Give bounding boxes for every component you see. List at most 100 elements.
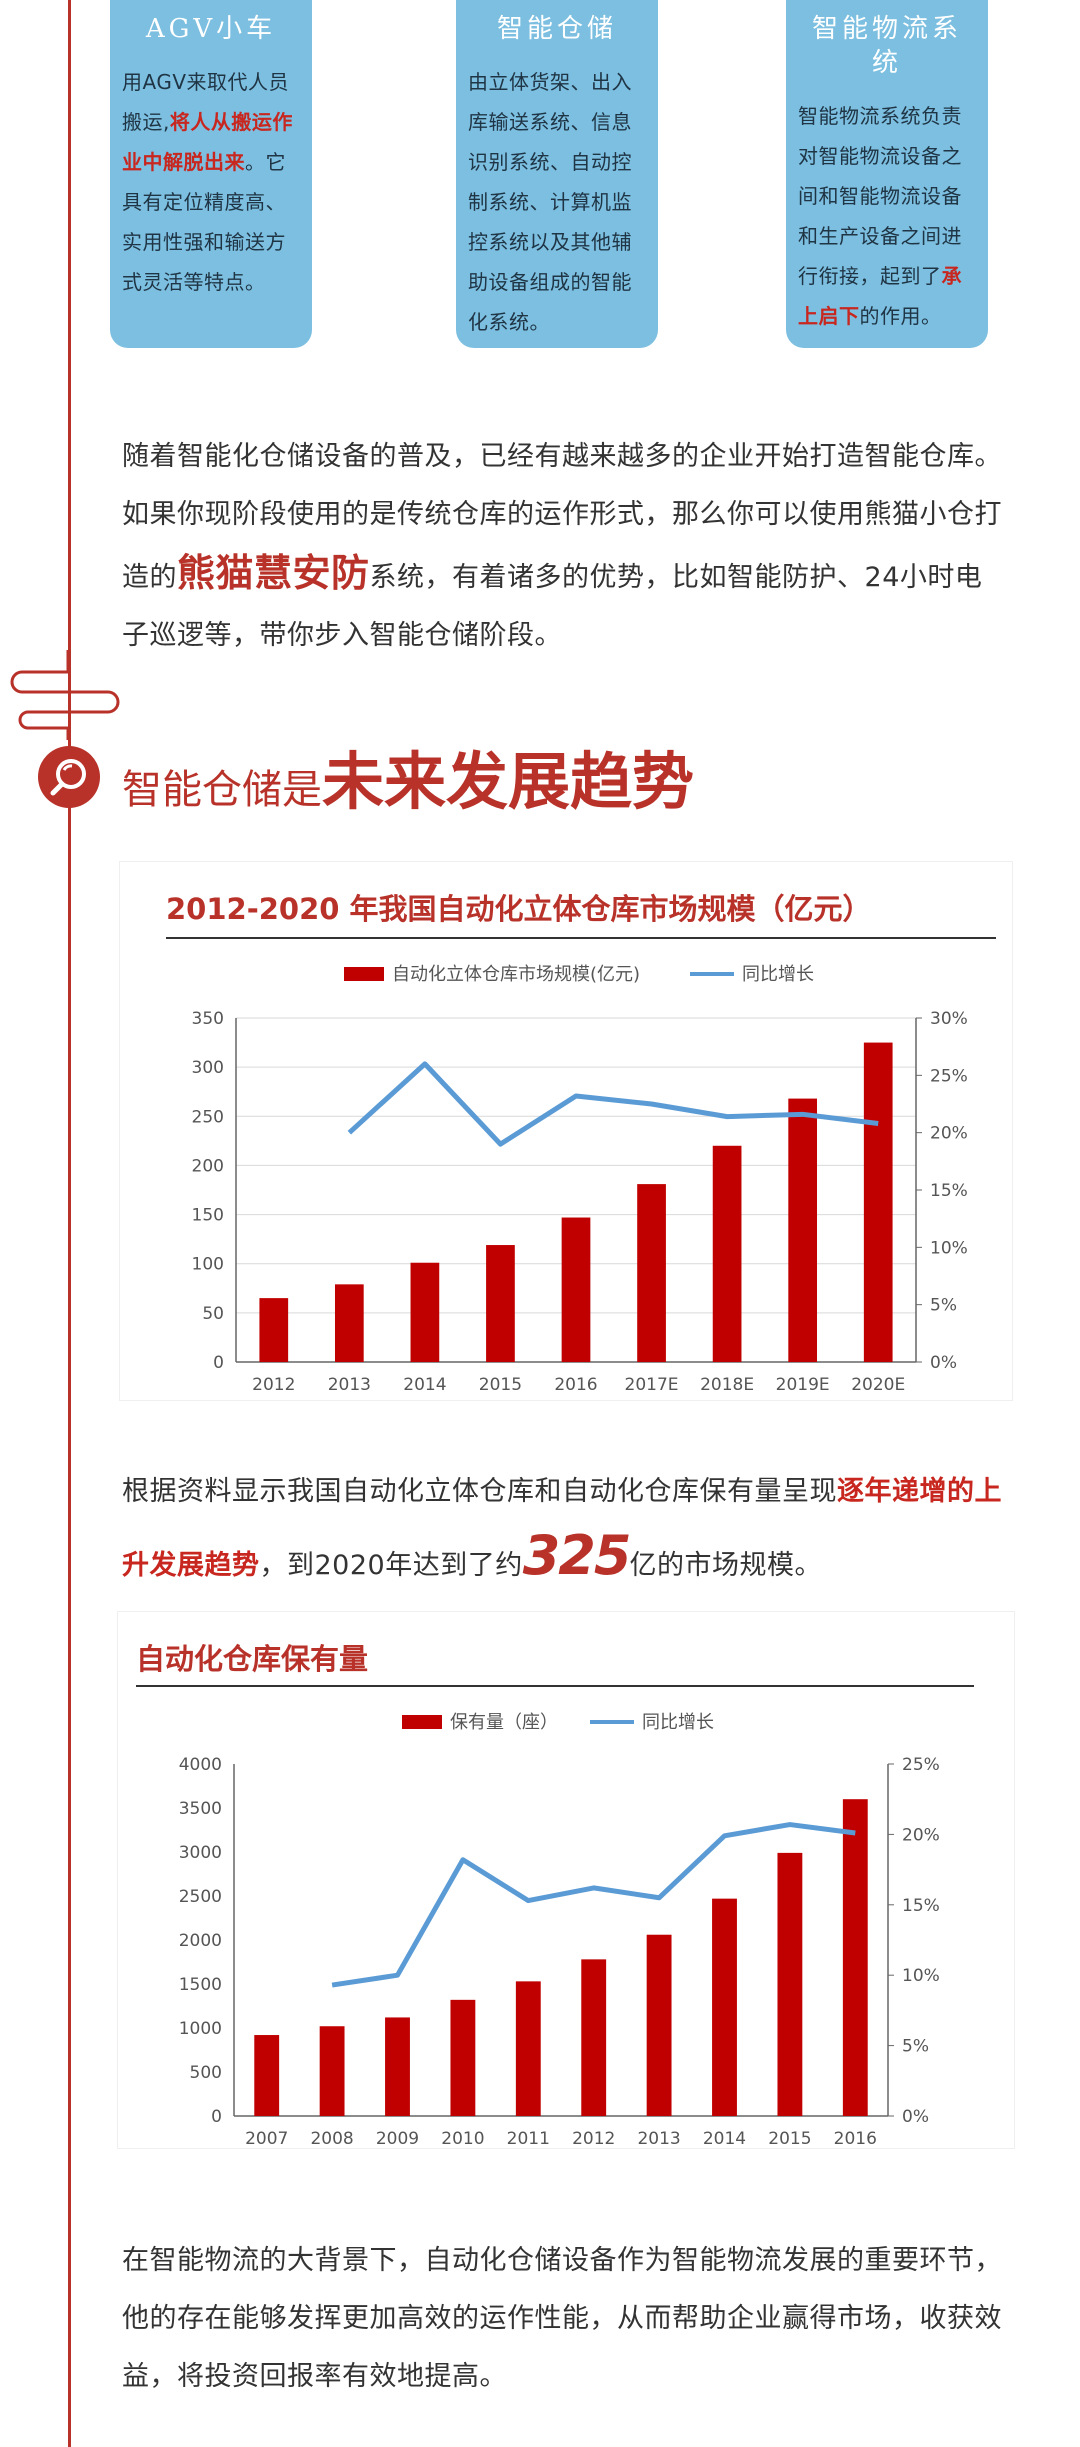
card-text: 化系统。 — [468, 310, 550, 334]
y-tick-label: 0 — [211, 2107, 222, 2127]
legend-bar-swatch — [344, 967, 384, 981]
bar — [254, 2035, 280, 2116]
card-smart-storage: 智能仓储 由立体货架、出入库输送系统、信息识别系统、自动控制系统、计算机监控系统… — [456, 0, 658, 348]
section-heading: 智能仓储是未来发展趋势 — [122, 742, 694, 822]
card-text: 用AGV来取代人员 — [122, 70, 290, 94]
card-text: 控系统以及其他辅 — [468, 230, 632, 254]
card-highlight-text: 作业中解脱出来 — [122, 110, 293, 174]
card-body: 用AGV来取代人员搬运,将人从搬运作业中解脱出来。它具有定位精度高、实用性强和输… — [122, 62, 300, 302]
chart-plot: 保有量（座） 同比增长 0 500 1000 1500 2000 2500 3000 3500 40… — [136, 1685, 974, 2148]
legend-label: 同比增长 — [742, 964, 814, 985]
card-text: 和生产设备之间进 — [798, 224, 962, 248]
y-tick-label: 2000 — [179, 1931, 222, 1951]
bar — [637, 1184, 666, 1362]
chart-market-size: 2012-2020 年我国自动化立体仓库市场规模（亿元） 自动化立体仓库市场规模… — [120, 862, 1012, 1400]
bar — [410, 1262, 440, 1362]
y2-tick-label: 15% — [930, 1181, 968, 1201]
timeline-rule — [68, 0, 71, 2447]
x-tick-label: 2007 — [245, 2129, 288, 2148]
y-tick-label: 200 — [192, 1156, 224, 1176]
card-title: 智能物流系统 — [811, 14, 962, 78]
y2-tick-label: 10% — [930, 1238, 968, 1258]
bar — [777, 1852, 803, 2116]
squiggle-ornament-icon — [10, 650, 120, 740]
card-smart-logistics: 智能物流系统 智能物流系统负责对智能物流设备之间和智能物流设备和生产设备之间进行… — [786, 0, 988, 348]
trend-text-a: 根据资料显示我国自动化立体仓库和自动化仓库保有量呈现 — [122, 1476, 837, 1507]
bar — [515, 1981, 541, 2116]
card-text: 对智能物流设备之 — [798, 144, 962, 168]
bar — [788, 1098, 818, 1362]
y-tick-label: 3500 — [179, 1799, 222, 1819]
x-tick-label: 2009 — [376, 2129, 419, 2148]
search-icon — [38, 746, 100, 808]
brand-name: 熊猫慧安防 — [177, 550, 370, 595]
y-tick-label: 500 — [190, 2063, 222, 2083]
x-tick-label: 2014 — [703, 2129, 746, 2148]
card-highlight-text: 将人从搬运 — [169, 110, 273, 134]
x-tick-label: 2019E — [776, 1375, 830, 1395]
card-body: 由立体货架、出入库输送系统、信息识别系统、自动控制系统、计算机监控系统以及其他辅… — [468, 62, 646, 342]
card-body: 智能物流系统负责对智能物流设备之间和智能物流设备和生产设备之间进行衔接，起到了承… — [798, 96, 976, 336]
x-tick-label: 2014 — [403, 1375, 446, 1395]
card-text: 间和智能物流设备 — [798, 184, 962, 208]
y-tick-label: 1500 — [179, 1975, 222, 1995]
card-text: 的作用。 — [859, 304, 942, 328]
x-tick-label: 2016 — [554, 1375, 597, 1395]
y-tick-label: 150 — [192, 1206, 224, 1226]
legend-label: 同比增长 — [642, 1712, 714, 1733]
y-tick-label: 0 — [213, 1353, 224, 1373]
bar — [581, 1959, 607, 2116]
trend-paragraph: 根据资料显示我国自动化立体仓库和自动化仓库保有量呈现逐年递增的上升发展趋势，到2… — [122, 1460, 1002, 1598]
bar — [646, 1934, 672, 2116]
bar — [561, 1217, 591, 1362]
x-tick-label: 2012 — [252, 1375, 295, 1395]
card-text: 库输送系统、信息 — [468, 110, 632, 134]
bar — [319, 2026, 345, 2116]
chart-plot: 自动化立体仓库市场规模(亿元) 同比增长 0 50 100 150 200 250 300 350… — [166, 937, 996, 1395]
x-tick-label: 2013 — [328, 1375, 371, 1395]
bar — [259, 1298, 289, 1362]
x-tick-label: 2020E — [851, 1375, 905, 1395]
heading-emphasis: 未来发展趋势 — [322, 745, 695, 818]
y-tick-label: 4000 — [179, 1755, 222, 1775]
card-text: 行衔接，起到了 — [798, 264, 942, 288]
card-text: 方式灵活等特点。 — [122, 230, 286, 294]
y-tick-label: 2500 — [179, 1887, 222, 1907]
y-tick-label: 350 — [192, 1009, 224, 1029]
y2-tick-label: 15% — [902, 1896, 940, 1916]
y-tick-label: 300 — [192, 1058, 224, 1078]
card-text: 由立体货架、出入 — [468, 70, 632, 94]
x-tick-label: 2017E — [625, 1375, 679, 1395]
y2-tick-label: 5% — [930, 1296, 957, 1316]
chart-title: 自动化仓库保有量 — [136, 1642, 369, 1676]
x-tick-label: 2018E — [700, 1375, 754, 1395]
card-agv: AGV小车 用AGV来取代人员搬运,将人从搬运作业中解脱出来。它具有定位精度高、… — [110, 0, 312, 348]
card-text: 制系统、计算机监 — [468, 190, 632, 214]
card-text: 助设备组成的智能 — [468, 270, 632, 294]
legend-label: 自动化立体仓库市场规模(亿元) — [392, 964, 640, 985]
x-tick-label: 2011 — [507, 2129, 550, 2148]
card-title: AGV小车 — [145, 14, 277, 44]
bar — [863, 1042, 893, 1362]
intro-paragraph: 随着智能化仓储设备的普及，已经有越来越多的企业开始打造智能仓库。如果你现阶段使用… — [122, 428, 1002, 665]
card-highlight-text: 承 — [941, 264, 962, 288]
x-tick-label: 2013 — [637, 2129, 680, 2148]
closing-paragraph: 在智能物流的大背景下，自动化仓储设备作为智能物流发展的重要环节，他的存在能够发挥… — [122, 2245, 1002, 2392]
heading-prefix: 智能仓储是 — [122, 767, 322, 813]
y2-tick-label: 0% — [902, 2107, 929, 2127]
bar — [712, 1145, 742, 1362]
y-tick-label: 3000 — [179, 1843, 222, 1863]
y2-tick-label: 25% — [902, 1755, 940, 1775]
y-tick-label: 100 — [192, 1255, 224, 1275]
market-size-number: 325 — [522, 1524, 632, 1587]
card-text: 智能物流系统负责 — [798, 104, 962, 128]
bar — [450, 1999, 476, 2116]
y2-tick-label: 20% — [902, 1825, 940, 1845]
card-text: 搬运, — [122, 110, 170, 134]
intro-text-b: 系统，有着诸多的优势，比如智能防护、24小时电子巡逻等，带你步入智能仓储阶段。 — [122, 562, 983, 651]
trend-text-b: ，到2020年达到了约 — [259, 1550, 523, 1581]
x-tick-label: 2008 — [310, 2129, 353, 2148]
trend-text-c: 亿的市场规模。 — [629, 1550, 822, 1581]
y-tick-label: 50 — [202, 1304, 224, 1324]
x-tick-label: 2015 — [479, 1375, 522, 1395]
